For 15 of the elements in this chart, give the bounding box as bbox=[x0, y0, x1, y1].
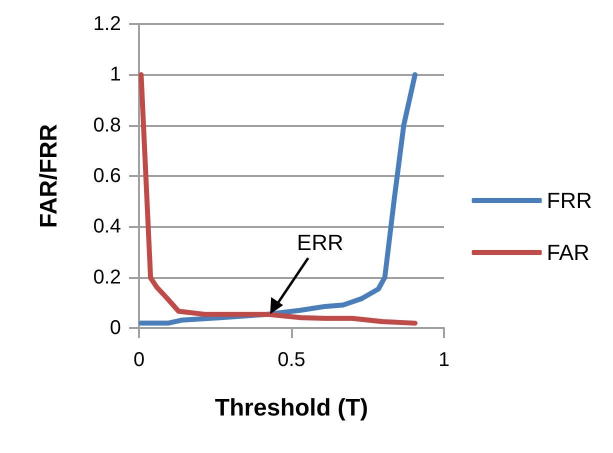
x-tick-label: 0 bbox=[133, 349, 145, 371]
y-axis-title: FAR/FRR bbox=[36, 124, 62, 228]
y-tick-label: 1 bbox=[110, 64, 121, 86]
y-tick-label: 0 bbox=[110, 317, 121, 339]
legend-label: FAR bbox=[546, 240, 590, 265]
annotation: ERR bbox=[296, 230, 344, 256]
y-tick-label: 1.2 bbox=[93, 13, 121, 35]
x-axis-title: Threshold (T) bbox=[214, 394, 368, 422]
y-tick-label: 0.6 bbox=[93, 165, 121, 187]
x-tick-label: 1 bbox=[438, 349, 450, 371]
y-tick-label: 0.4 bbox=[93, 216, 121, 238]
y-tick-label: 0.8 bbox=[93, 114, 121, 136]
y-tick-label: 0.2 bbox=[93, 266, 121, 288]
legend-label: FRR bbox=[546, 188, 592, 213]
x-tick-label: 0.5 bbox=[278, 349, 306, 371]
